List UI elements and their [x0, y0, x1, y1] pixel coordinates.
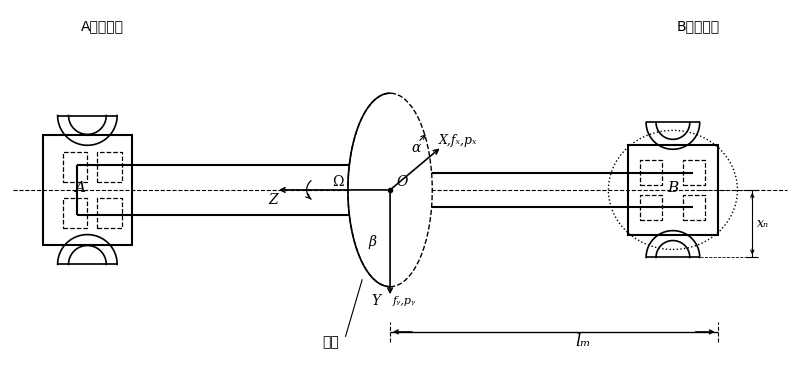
Text: 转子: 转子: [322, 335, 339, 349]
Text: lₘ: lₘ: [576, 333, 591, 350]
Text: xₙ: xₙ: [758, 217, 770, 230]
Bar: [62, 152, 87, 182]
Bar: [62, 198, 87, 228]
Text: X,fₓ,pₓ: X,fₓ,pₓ: [438, 134, 478, 147]
Text: A端磁轴承: A端磁轴承: [81, 19, 124, 33]
Bar: [98, 198, 122, 228]
Bar: [628, 145, 718, 235]
Ellipse shape: [348, 93, 432, 287]
Text: fᵧ,pᵧ: fᵧ,pᵧ: [393, 296, 416, 306]
Text: B端磁轴承: B端磁轴承: [676, 19, 719, 33]
Text: Z: Z: [268, 193, 278, 207]
Bar: [683, 160, 705, 185]
Text: Ω: Ω: [333, 175, 344, 189]
Bar: [98, 152, 122, 182]
Text: α: α: [412, 141, 422, 155]
Text: O: O: [396, 175, 407, 189]
Bar: [42, 135, 132, 245]
Bar: [640, 195, 662, 220]
Text: B: B: [667, 181, 678, 195]
Bar: [640, 160, 662, 185]
Text: β: β: [368, 235, 376, 249]
Text: Y: Y: [371, 294, 380, 308]
Bar: [683, 195, 705, 220]
Text: A: A: [74, 181, 85, 195]
